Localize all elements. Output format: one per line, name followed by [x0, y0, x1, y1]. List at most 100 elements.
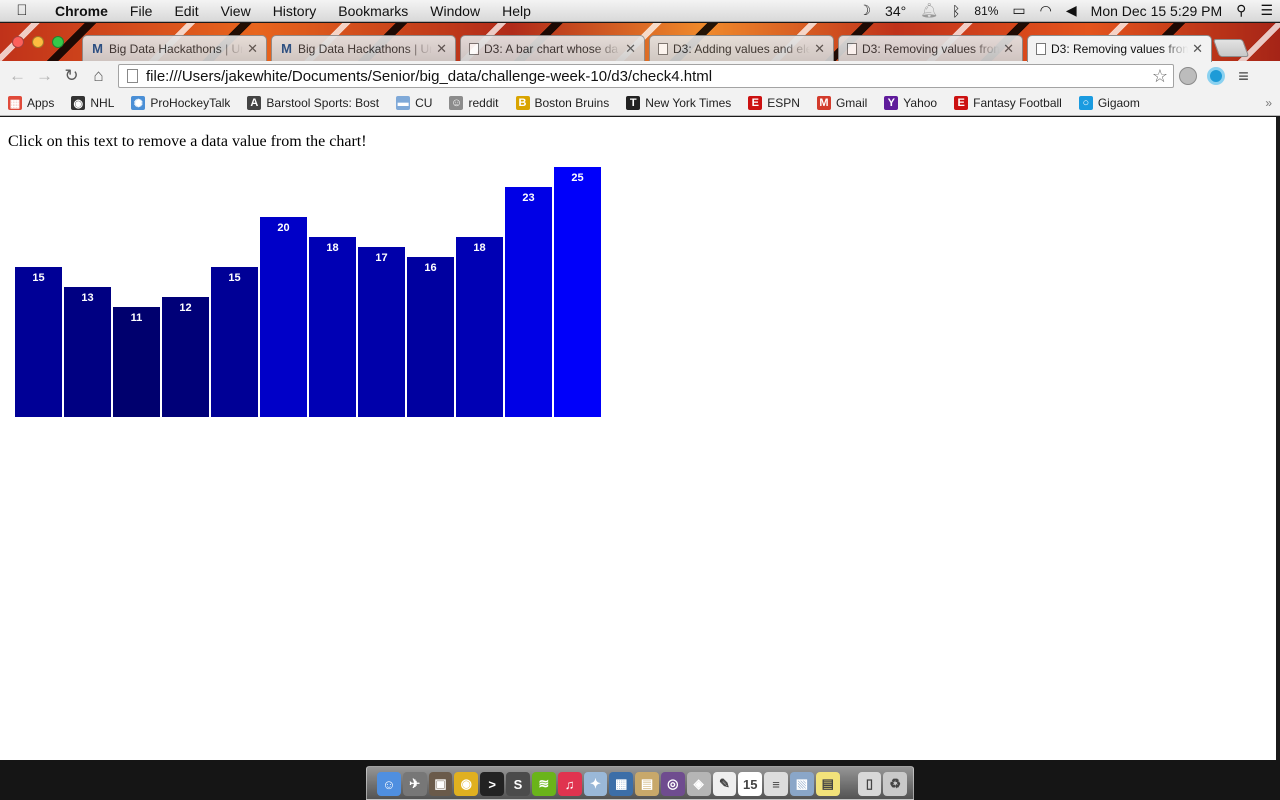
reload-icon[interactable]: ↻: [64, 66, 79, 85]
wifi-icon[interactable]: ◠: [1039, 2, 1052, 18]
bookmark-gmail[interactable]: M Gmail: [816, 96, 868, 110]
tab-6[interactable]: D3: Removing values from ✕: [1027, 35, 1212, 62]
bookmark-nhl[interactable]: ◉ NHL: [71, 96, 114, 110]
bar-8: [358, 247, 405, 417]
bookmark-label: Barstool Sports: Bost: [266, 96, 380, 110]
stickies-icon[interactable]: ▤: [815, 772, 840, 796]
close-window-button[interactable]: [12, 36, 24, 48]
calendar-icon[interactable]: 15: [738, 772, 763, 796]
battery-icon[interactable]: ▭: [1012, 2, 1026, 18]
documents-icon[interactable]: ▯: [857, 772, 882, 796]
bookmark-espn[interactable]: E ESPN: [748, 96, 800, 110]
bookmark-yahoo[interactable]: Y Yahoo: [884, 96, 937, 110]
tab-2[interactable]: M Big Data Hackathons | Ur ✕: [271, 35, 456, 61]
bookmark-barstool-sports-bost[interactable]: A Barstool Sports: Bost: [247, 96, 379, 110]
textedit-icon[interactable]: ✎: [712, 772, 737, 796]
finder-icon[interactable]: ☺: [377, 772, 401, 796]
bookmark-label: ProHockeyTalk: [150, 96, 231, 110]
volume-icon[interactable]: ◀︎: [1065, 2, 1077, 18]
bar-value-label: 12: [179, 302, 191, 314]
menu-history[interactable]: History: [272, 2, 317, 19]
back-arrow-icon[interactable]: ←: [9, 66, 26, 85]
bar-3: [113, 307, 160, 417]
notification-center-icon[interactable]: ☰: [1260, 2, 1273, 18]
weather-text[interactable]: 34°: [885, 2, 907, 19]
menu-file[interactable]: File: [129, 2, 153, 19]
menu-help[interactable]: Help: [502, 2, 531, 19]
tab-title: D3: A bar chart whose da: [484, 41, 619, 56]
menu-bookmarks[interactable]: Bookmarks: [338, 2, 409, 19]
tab-4[interactable]: D3: Adding values and ele ✕: [649, 35, 834, 61]
bookmark-label: Gmail: [835, 96, 868, 110]
remove-value-text[interactable]: Click on this text to remove a data valu…: [8, 133, 367, 150]
chrome-menu-icon[interactable]: ≡: [1238, 65, 1249, 86]
bookmark-star-icon[interactable]: ☆: [1151, 65, 1169, 86]
bookmark-label: Fantasy Football: [973, 96, 1062, 110]
trash-icon[interactable]: ♻: [883, 772, 908, 796]
bar-4: [162, 297, 209, 417]
tab-close-icon[interactable]: ✕: [436, 40, 447, 56]
new-tab-button[interactable]: [1212, 39, 1250, 57]
bar-10: [456, 237, 503, 417]
tab-3[interactable]: D3: A bar chart whose da ✕: [460, 35, 645, 61]
photos-icon[interactable]: ▣: [428, 772, 453, 796]
notification-bell-icon[interactable]: 🔔︎: [920, 2, 938, 18]
zoom-window-button[interactable]: [52, 36, 64, 48]
bluetooth-icon[interactable]: ᛒ: [951, 2, 961, 19]
menu-edit[interactable]: Edit: [174, 2, 199, 19]
battery-percent[interactable]: 81%: [974, 3, 999, 18]
tab-close-icon[interactable]: ✕: [1192, 41, 1203, 56]
menu-view[interactable]: View: [220, 2, 251, 19]
preview-icon[interactable]: ▤: [635, 772, 659, 796]
bookmark-gigaom[interactable]: ○ Gigaom: [1078, 96, 1140, 110]
forward-arrow-icon[interactable]: →: [36, 66, 53, 85]
sublime-icon[interactable]: S: [506, 772, 530, 796]
bookmarks-overflow-icon[interactable]: »: [1265, 96, 1272, 110]
tab-close-icon[interactable]: ✕: [1003, 40, 1014, 56]
bookmark-favicon-icon: ▦: [8, 96, 22, 110]
clock[interactable]: Mon Dec 15 5:29 PM: [1090, 2, 1223, 19]
extension-blue-circle-icon[interactable]: [1202, 63, 1230, 89]
page-icon: [127, 69, 138, 83]
chrome-icon[interactable]: ◉: [454, 772, 479, 796]
itunes-icon[interactable]: ♫: [557, 772, 582, 796]
github-icon[interactable]: ◎: [660, 772, 685, 796]
spotify-icon[interactable]: ≋: [531, 772, 556, 796]
notes-list-icon[interactable]: ≡: [764, 772, 788, 796]
xcode-icon[interactable]: ✦: [583, 772, 608, 796]
apple-menu-icon[interactable]: : [0, 2, 44, 19]
tab-1[interactable]: M Big Data Hackathons | Ur ✕: [82, 35, 267, 61]
bookmark-favicon-icon: T: [626, 96, 641, 110]
bookmark-apps[interactable]: ▦ Apps: [8, 96, 54, 110]
bookmark-prohockeytalk[interactable]: ✺ ProHockeyTalk: [131, 96, 230, 110]
bookmark-cu[interactable]: ▬ CU: [396, 96, 432, 110]
bookmark-boston-bruins[interactable]: B Boston Bruins: [515, 96, 609, 110]
tab-close-icon[interactable]: ✕: [814, 40, 825, 56]
bookmark-reddit[interactable]: ☺ reddit: [449, 96, 499, 110]
menu-window[interactable]: Window: [430, 2, 481, 19]
document-icon: [469, 42, 479, 55]
launchpad-icon[interactable]: ✈: [402, 772, 427, 796]
document-icon: [658, 42, 668, 55]
bar-value-label: 15: [228, 272, 240, 284]
minimize-window-button[interactable]: [32, 36, 44, 48]
home-icon[interactable]: ⌂: [93, 66, 104, 85]
menu-app-name[interactable]: Chrome: [55, 2, 108, 19]
tab-close-icon[interactable]: ✕: [625, 40, 636, 56]
bar-7: [309, 237, 356, 417]
bar-11: [505, 187, 552, 417]
grapher-icon[interactable]: ◈: [686, 772, 711, 796]
bar-9: [407, 257, 454, 417]
address-bar[interactable]: file:///Users/jakewhite/Documents/Senior…: [118, 64, 1174, 88]
spotlight-search-icon[interactable]: ⚲: [1236, 2, 1247, 18]
tab-close-icon[interactable]: ✕: [247, 40, 258, 56]
tab-5[interactable]: D3: Removing values from ✕: [838, 35, 1023, 61]
extension-ghostery-icon[interactable]: [1174, 63, 1202, 89]
virtualbox-icon[interactable]: ▦: [609, 772, 634, 796]
url-text[interactable]: file:///Users/jakewhite/Documents/Senior…: [146, 67, 713, 85]
bookmark-new-york-times[interactable]: T New York Times: [626, 96, 731, 110]
preview-photos-icon[interactable]: ▧: [790, 772, 814, 796]
bookmark-fantasy-football[interactable]: E Fantasy Football: [954, 96, 1062, 110]
terminal-icon[interactable]: >: [480, 772, 505, 796]
moon-icon[interactable]: ☽: [858, 2, 872, 18]
